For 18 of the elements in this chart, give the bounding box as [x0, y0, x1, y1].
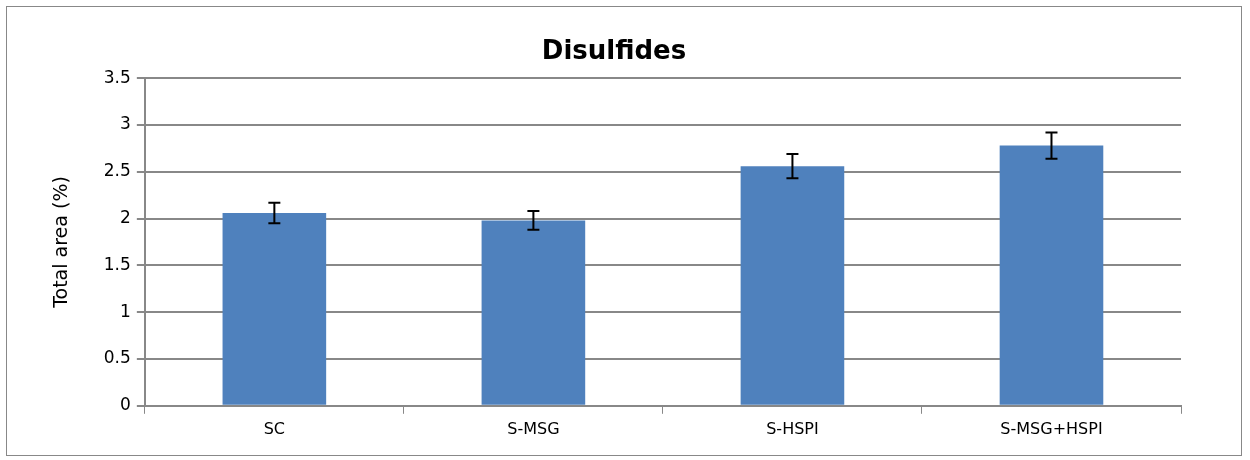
bar — [999, 145, 1104, 405]
bar — [481, 220, 586, 405]
y-tick-label: 0.5 — [103, 347, 131, 368]
x-tick-label: SC — [263, 418, 286, 438]
y-tick-label: 1 — [120, 300, 131, 321]
x-tick-label: S-HSPI — [766, 418, 819, 438]
y-tick-label: 2.5 — [103, 160, 131, 181]
bar — [222, 212, 327, 405]
y-tick-label: 1.5 — [103, 253, 131, 274]
y-tick-label: 0 — [120, 394, 131, 415]
x-tick-label: S-MSG — [507, 418, 560, 438]
chart-title: Disulfides — [541, 35, 687, 66]
y-tick-label: 3 — [120, 113, 131, 134]
x-tick-label: S-MSG+HSPI — [1000, 418, 1103, 438]
bar — [740, 166, 845, 405]
y-tick-label: 2 — [120, 207, 131, 228]
y-tick-label: 3.5 — [103, 66, 131, 87]
y-axis-title: Total area (%) — [49, 176, 72, 309]
